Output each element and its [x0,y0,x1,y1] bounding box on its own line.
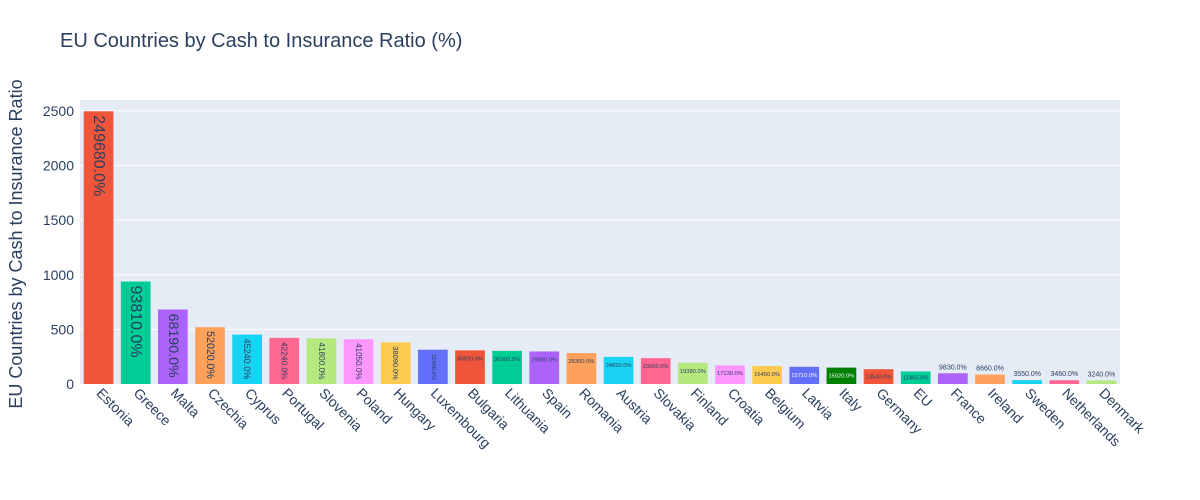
bar [380,342,411,384]
x-tick-label: Estonia [93,385,137,429]
data-label: 17130.0% [717,371,743,377]
bar [1049,380,1080,384]
bar [1012,380,1042,384]
bar [752,366,782,384]
y-axis-title: EU Countries by Cash to Insurance Ratio [6,79,26,408]
bar [158,309,188,384]
bar [975,374,1005,384]
bar [640,358,671,384]
chart-title: EU Countries by Cash to Insurance Ratio … [60,30,463,52]
data-label: 38090.0% [391,346,400,380]
y-tick-label: 1500 [43,212,74,228]
data-label: 29800.0% [531,357,557,363]
bars [83,111,1117,384]
data-label: 11460.0% [903,376,929,382]
bar [232,334,262,384]
x-tick-label: France [948,385,990,427]
data-label: 31400.0% [430,354,436,381]
bar [418,349,448,384]
data-label: 16450.0% [754,372,780,378]
y-tick-label: 500 [51,321,75,337]
data-label: 8660.0% [976,366,1004,373]
bar [195,327,225,384]
y-axis-ticks: 0 500 1000 1500 2000 2500 [43,103,74,392]
gridlines [80,110,1120,330]
bar [269,337,300,384]
data-label: 19380.0% [680,369,706,375]
data-label: 15710.0% [791,373,817,379]
data-label: 13540.0% [866,375,892,381]
data-label: 23660.0% [643,364,669,370]
data-label: 52020.0% [204,331,216,379]
bar [566,353,597,384]
data-label: 30300.0% [494,357,520,363]
bar [492,350,522,384]
bar [938,373,968,384]
bar [789,366,820,384]
bar [826,367,857,384]
bar [343,339,374,384]
bar [1086,380,1117,384]
data-label: 45240.0% [242,339,252,380]
y-tick-label: 2500 [43,103,74,119]
bar [603,356,634,384]
data-label: 9830.0% [939,364,967,371]
x-tick-label: Italy [836,385,865,414]
bar [83,111,114,384]
data-label: 42240.0% [279,342,289,380]
x-tick-label: Ireland [985,385,1027,427]
y-tick-label: 1000 [43,267,74,283]
x-tick-label: EU [911,385,936,410]
data-label: 41800.0% [317,342,326,380]
bar [455,350,485,384]
x-tick-label: Greece [131,385,175,429]
y-tick-label: 0 [66,376,74,392]
data-label: 3240.0% [1088,371,1116,378]
data-label: 93810.0% [127,286,144,358]
data-labels: 249680.0% 93810.0% 68190.0% 52020.0% 45240.0… [90,115,1115,381]
y-tick-label: 2000 [43,158,74,174]
data-label: 3460.0% [1050,371,1078,378]
data-label: 15020.0% [828,374,854,380]
data-label: 3550.0% [1013,371,1041,378]
bar [529,351,560,384]
data-label: 24820.0% [606,363,632,369]
bar [306,338,337,384]
data-label: 249680.0% [90,115,107,196]
data-label: 28300.0% [568,359,594,365]
bar [863,369,894,384]
bar [120,281,151,384]
data-label: 41050.0% [354,343,363,379]
data-label: 68190.0% [165,314,181,379]
x-tick-label: Croatia [725,385,768,428]
bar [900,371,931,384]
bar [678,362,708,384]
data-label: 30800.0% [457,356,483,362]
bar [715,365,745,384]
